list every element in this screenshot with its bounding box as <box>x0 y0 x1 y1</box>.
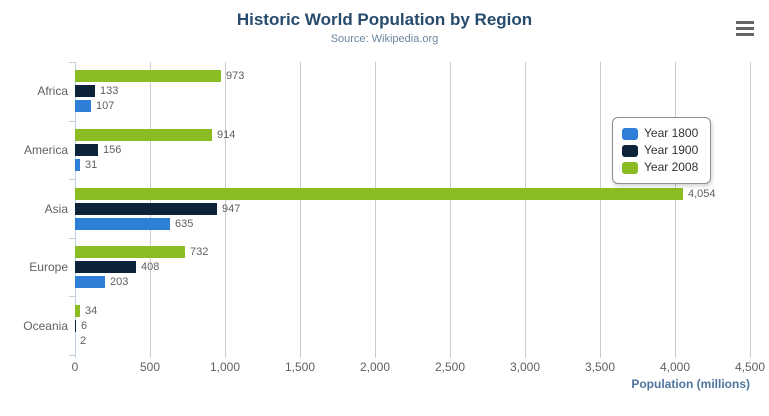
bar-value-label: 34 <box>85 305 98 317</box>
bar-value-label: 914 <box>217 129 236 141</box>
bar-america-year-1900[interactable] <box>75 144 98 156</box>
x-tick-label: 2,500 <box>434 360 466 374</box>
context-menu-button[interactable] <box>735 21 755 37</box>
bar-america-year-2008[interactable] <box>75 129 212 141</box>
bar-row: 973 <box>75 70 244 82</box>
legend-swatch-icon <box>622 161 638 174</box>
bar-value-label: 408 <box>141 261 160 273</box>
legend-item-label: Year 1800 <box>644 126 699 140</box>
bar-row: 914 <box>75 129 235 141</box>
bar-europe-year-1900[interactable] <box>75 261 136 273</box>
category-label-america: America <box>23 143 68 157</box>
bar-value-label: 31 <box>85 159 98 171</box>
bar-row: 34 <box>75 305 97 317</box>
legend-item-year-1900[interactable]: Year 1900 <box>622 142 698 159</box>
bar-row: 635 <box>75 218 193 230</box>
chart-subtitle: Source: Wikipedia.org <box>330 33 439 45</box>
legend: Year 1800 Year 1900 Year 2008 <box>612 117 712 184</box>
category-axis-tick <box>69 62 75 63</box>
bar-row: 4,054 <box>75 188 716 200</box>
category-label-asia: Asia <box>44 202 68 216</box>
bar-europe-year-2008[interactable] <box>75 246 185 258</box>
x-tick-label: 4,500 <box>734 360 766 374</box>
bar-row: 133 <box>75 85 118 97</box>
bar-value-label: 156 <box>103 144 122 156</box>
hamburger-icon <box>736 27 754 30</box>
gridline <box>525 62 526 358</box>
x-tick-label: 4,000 <box>659 360 691 374</box>
x-tick-label: 1,000 <box>209 360 241 374</box>
x-tick-label: 3,000 <box>509 360 541 374</box>
bar-value-label: 732 <box>190 246 209 258</box>
bar-asia-year-2008[interactable] <box>75 188 683 200</box>
bar-row: 6 <box>75 320 87 332</box>
bar-value-label: 2 <box>80 335 87 347</box>
bar-value-label: 973 <box>226 70 245 82</box>
legend-item-year-1800[interactable]: Year 1800 <box>622 125 698 142</box>
hamburger-icon <box>736 33 754 36</box>
x-tick-label: 1,500 <box>284 360 316 374</box>
category-axis-tick <box>69 355 75 356</box>
bar-oceania-year-1900[interactable] <box>75 320 76 332</box>
bar-africa-year-1800[interactable] <box>75 100 91 112</box>
bar-value-label: 4,054 <box>688 188 716 200</box>
bar-value-label: 947 <box>222 203 241 215</box>
bar-row: 2 <box>75 335 86 347</box>
legend-item-year-2008[interactable]: Year 2008 <box>622 159 698 176</box>
gridline <box>300 62 301 358</box>
bar-europe-year-1800[interactable] <box>75 276 105 288</box>
category-axis-tick <box>69 296 75 297</box>
chart-title: Historic World Population by Region <box>236 10 533 29</box>
legend-swatch-icon <box>622 144 638 157</box>
category-axis-tick <box>69 238 75 239</box>
bar-value-label: 133 <box>100 85 119 97</box>
category-label-europe: Europe <box>29 260 68 274</box>
category-axis-tick <box>69 121 75 122</box>
plot-area: 973 133 107 914 156 31 4,054 947 635 732 408 203 34 6… <box>75 62 750 355</box>
bar-row: 408 <box>75 261 159 273</box>
category-label-africa: Africa <box>37 84 68 98</box>
bar-value-label: 203 <box>110 276 129 288</box>
x-tick-label: 2,000 <box>359 360 391 374</box>
gridline <box>675 62 676 358</box>
bar-africa-year-1900[interactable] <box>75 85 95 97</box>
bar-row: 156 <box>75 144 121 156</box>
bar-row: 203 <box>75 276 128 288</box>
gridline <box>375 62 376 358</box>
category-axis-tick <box>69 179 75 180</box>
gridline <box>450 62 451 358</box>
bar-value-label: 635 <box>175 218 194 230</box>
bar-asia-year-1800[interactable] <box>75 218 170 230</box>
bar-row: 31 <box>75 159 97 171</box>
bar-asia-year-1900[interactable] <box>75 203 217 215</box>
bar-america-year-1800[interactable] <box>75 159 80 171</box>
category-label-oceania: Oceania <box>23 319 68 333</box>
gridline <box>225 62 226 358</box>
legend-swatch-icon <box>622 127 638 140</box>
gridline <box>750 62 751 358</box>
bar-value-label: 6 <box>81 320 88 332</box>
gridline <box>600 62 601 358</box>
x-tick-label: 3,500 <box>584 360 616 374</box>
bar-value-label: 107 <box>96 100 115 112</box>
hamburger-icon <box>736 21 754 24</box>
bar-row: 947 <box>75 203 240 215</box>
bar-oceania-year-2008[interactable] <box>75 305 80 317</box>
x-tick-label: 0 <box>71 360 79 374</box>
legend-item-label: Year 1900 <box>644 143 699 157</box>
x-tick-label: 500 <box>139 360 161 374</box>
bar-africa-year-2008[interactable] <box>75 70 221 82</box>
bar-row: 732 <box>75 246 208 258</box>
bar-row: 107 <box>75 100 114 112</box>
x-axis-title: Population (millions) <box>631 377 750 391</box>
legend-item-label: Year 2008 <box>644 160 699 174</box>
